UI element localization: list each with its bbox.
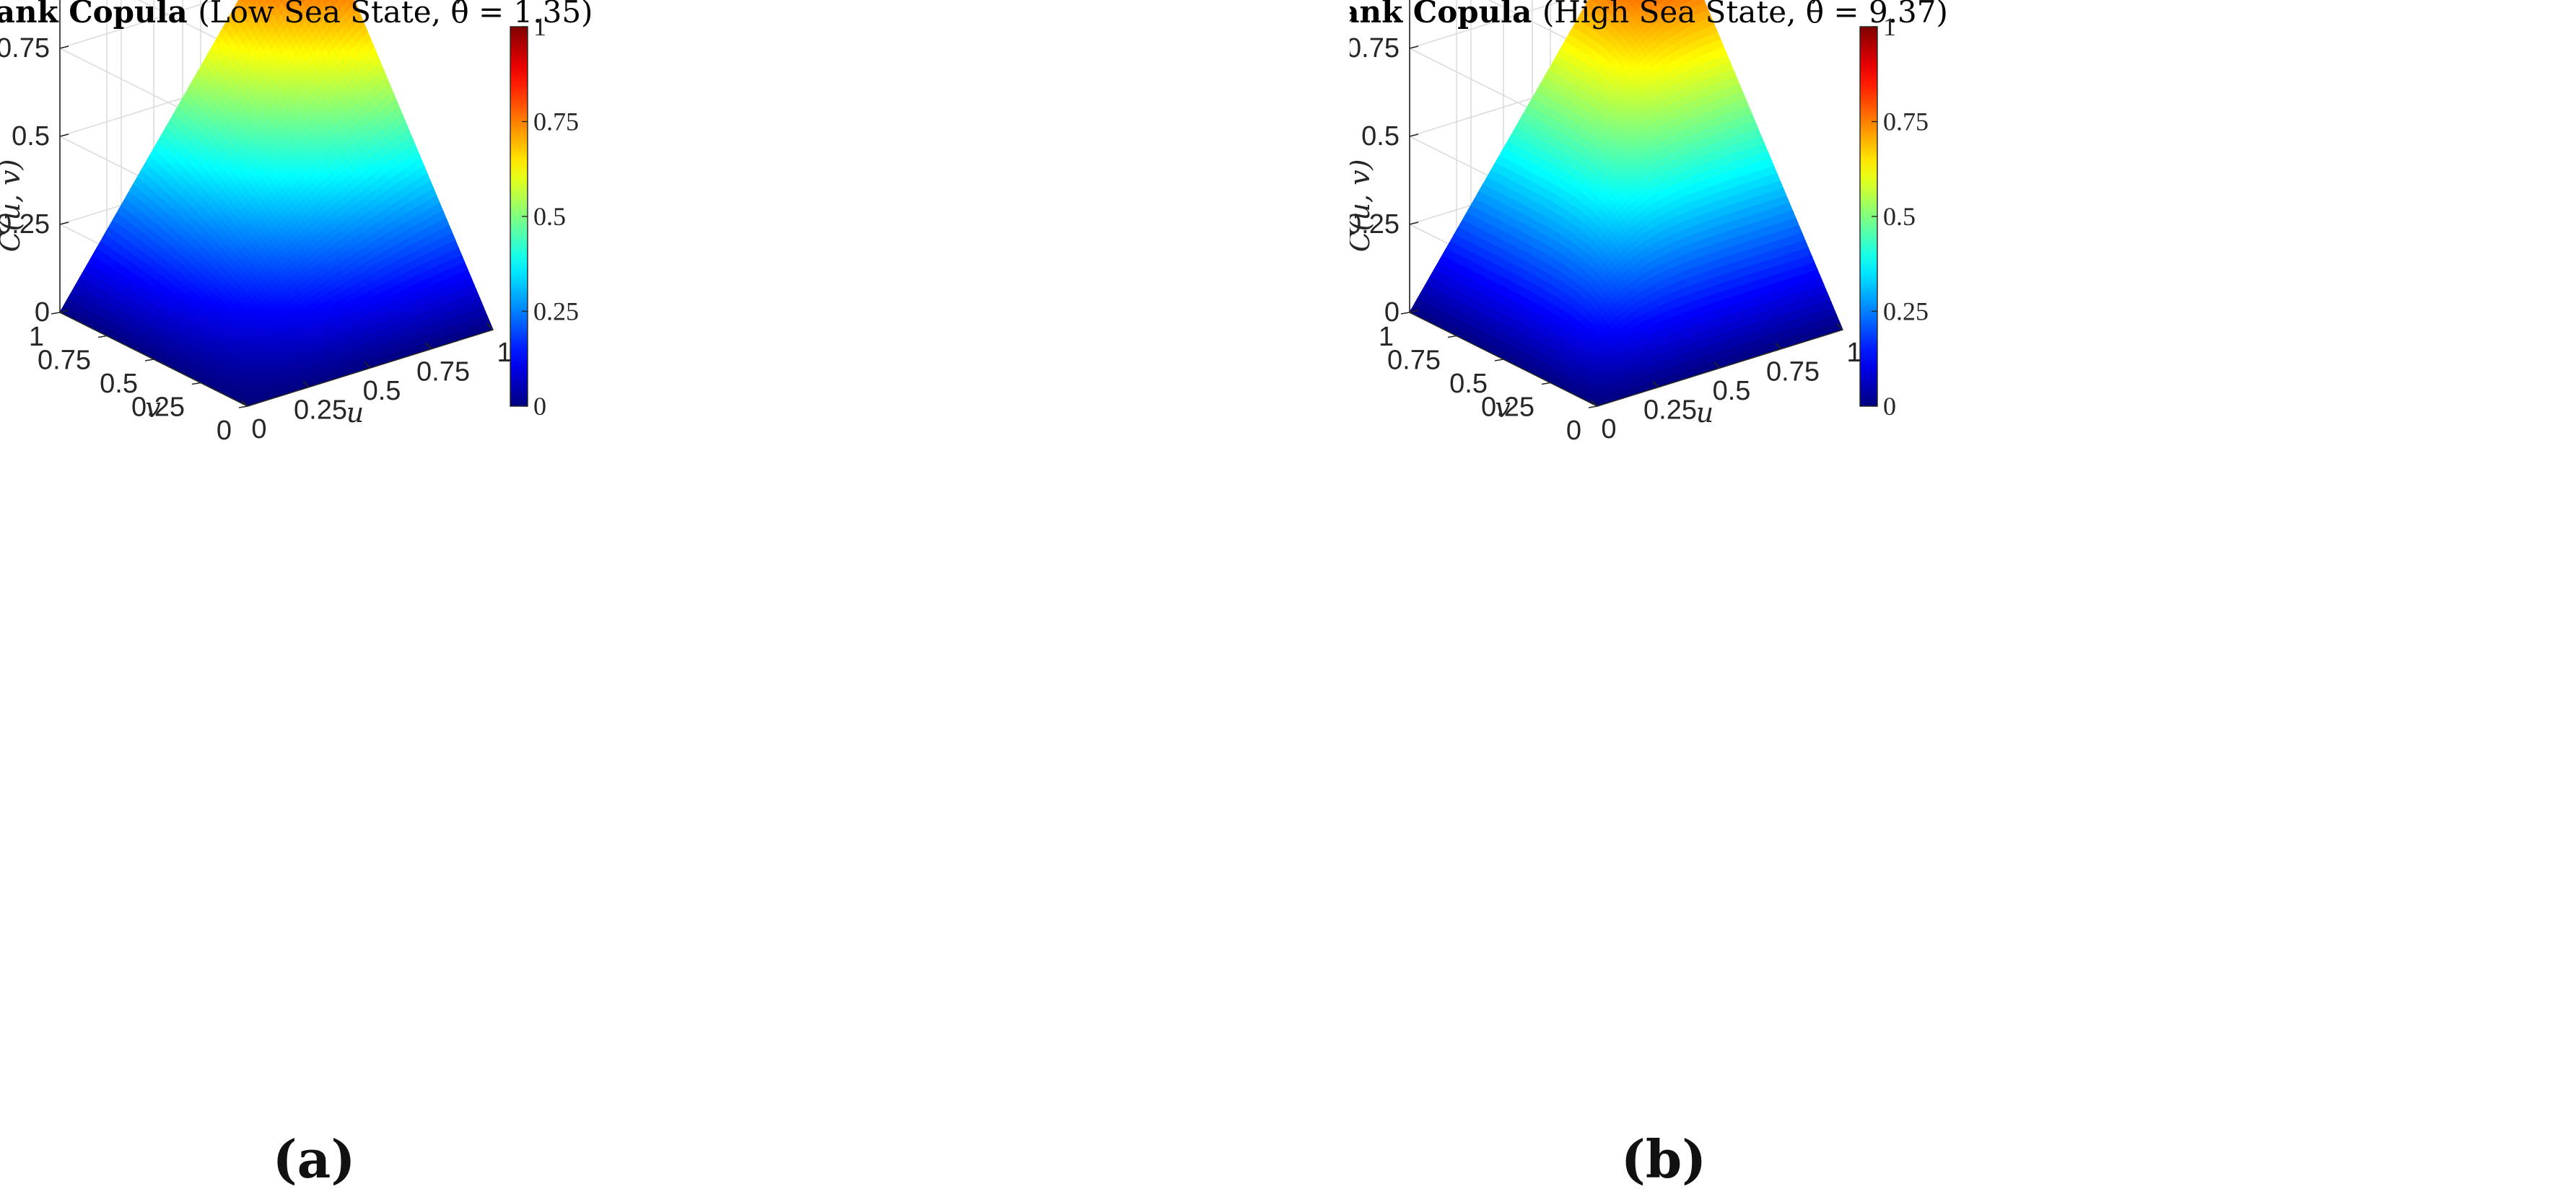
v-tick-label: 0 — [1566, 416, 1581, 446]
colorbar-tick-label: 1 — [1883, 12, 1896, 41]
u-tick-label: 1 — [497, 338, 512, 368]
u-tick-label: 0 — [1601, 414, 1616, 444]
v-tick-label: 0.25 — [131, 392, 185, 423]
chart-svg: 00.250.50.75100.250.50.75100.250.50.751u… — [0, 0, 593, 1190]
axes-lines — [51, 0, 494, 408]
colorbar-tick-label: 0.5 — [533, 202, 566, 231]
colorbar-tick-label: 0.5 — [1883, 202, 1916, 231]
colorbar-tick-label: 0 — [533, 392, 546, 421]
z-tick-label: 0.25 — [1350, 209, 1400, 240]
v-tick-label: 1 — [1379, 322, 1394, 352]
chart-svg: 00.250.50.75100.250.50.75100.250.50.751u… — [1350, 0, 1948, 1190]
z-tick-label: 0.5 — [1361, 121, 1400, 152]
z-axis-label: C(u, v) — [1350, 159, 1376, 253]
u-tick-label: 0.5 — [363, 376, 401, 406]
colorbar-tick-label: 0.75 — [1883, 108, 1929, 136]
z-axis-label: C(u, v) — [0, 159, 26, 253]
u-tick-label: 0.25 — [294, 395, 347, 426]
chart-title: Frank Copula (High Sea State, θ̂ = 9.37) — [1350, 0, 1948, 30]
chart-title-bold: Frank Copula — [0, 0, 198, 30]
v-tick-label: 0.75 — [38, 346, 91, 376]
colorbar-tick-label: 1 — [533, 12, 546, 41]
z-tick-label: 0.75 — [0, 33, 50, 63]
u-tick-label: 0.75 — [416, 357, 470, 387]
u-axis-label: u — [1696, 397, 1713, 429]
v-axis-label: v — [145, 392, 161, 424]
z-tick-label: 0 — [35, 297, 50, 328]
copula-surface — [59, 0, 494, 407]
u-tick-label: 0 — [251, 414, 266, 444]
v-tick-label: 0.25 — [1481, 392, 1534, 423]
chart-panel-b: 00.250.50.75100.250.50.75100.250.50.751u… — [1350, 0, 2576, 1202]
z-tick-label: 0.5 — [12, 121, 50, 152]
z-tick-label: 0.75 — [1350, 33, 1400, 63]
colorbar-tick-label: 0.25 — [533, 297, 579, 326]
chart-title-rest: (Low Sea State, θ̂ = 1.35) — [198, 0, 593, 30]
u-tick-label: 1 — [1846, 338, 1861, 368]
chart-title-rest: (High Sea State, θ̂ = 9.37) — [1542, 0, 1948, 30]
colorbar-tick-label: 0.75 — [533, 108, 579, 136]
z-tick-label: 0.25 — [0, 209, 50, 240]
chart-title: Frank Copula (Low Sea State, θ̂ = 1.35) — [0, 0, 593, 30]
chart-title-bold: Frank Copula — [1350, 0, 1542, 30]
chart-panel-a: 00.250.50.75100.250.50.75100.250.50.751u… — [0, 0, 593, 1190]
colorbar-tick-label: 0 — [1883, 392, 1896, 421]
colorbar-tick-label: 0.25 — [1883, 297, 1929, 326]
panel-caption: (a) — [273, 1128, 356, 1190]
u-tick-label: 0.5 — [1713, 376, 1751, 406]
v-axis-label: v — [1495, 392, 1511, 424]
v-tick-label: 0 — [217, 416, 232, 446]
v-tick-label: 0.5 — [1449, 369, 1488, 399]
u-axis-label: u — [346, 397, 364, 429]
copula-surface — [1409, 0, 1843, 407]
panel-caption: (b) — [1621, 1128, 1706, 1190]
z-tick-label: 0 — [1384, 297, 1400, 328]
u-tick-label: 0.25 — [1643, 395, 1697, 426]
v-tick-label: 1 — [29, 322, 44, 352]
axes-lines — [1400, 0, 1843, 408]
v-tick-label: 0.75 — [1387, 346, 1441, 376]
u-tick-label: 0.75 — [1766, 357, 1820, 387]
v-tick-label: 0.5 — [100, 369, 138, 399]
